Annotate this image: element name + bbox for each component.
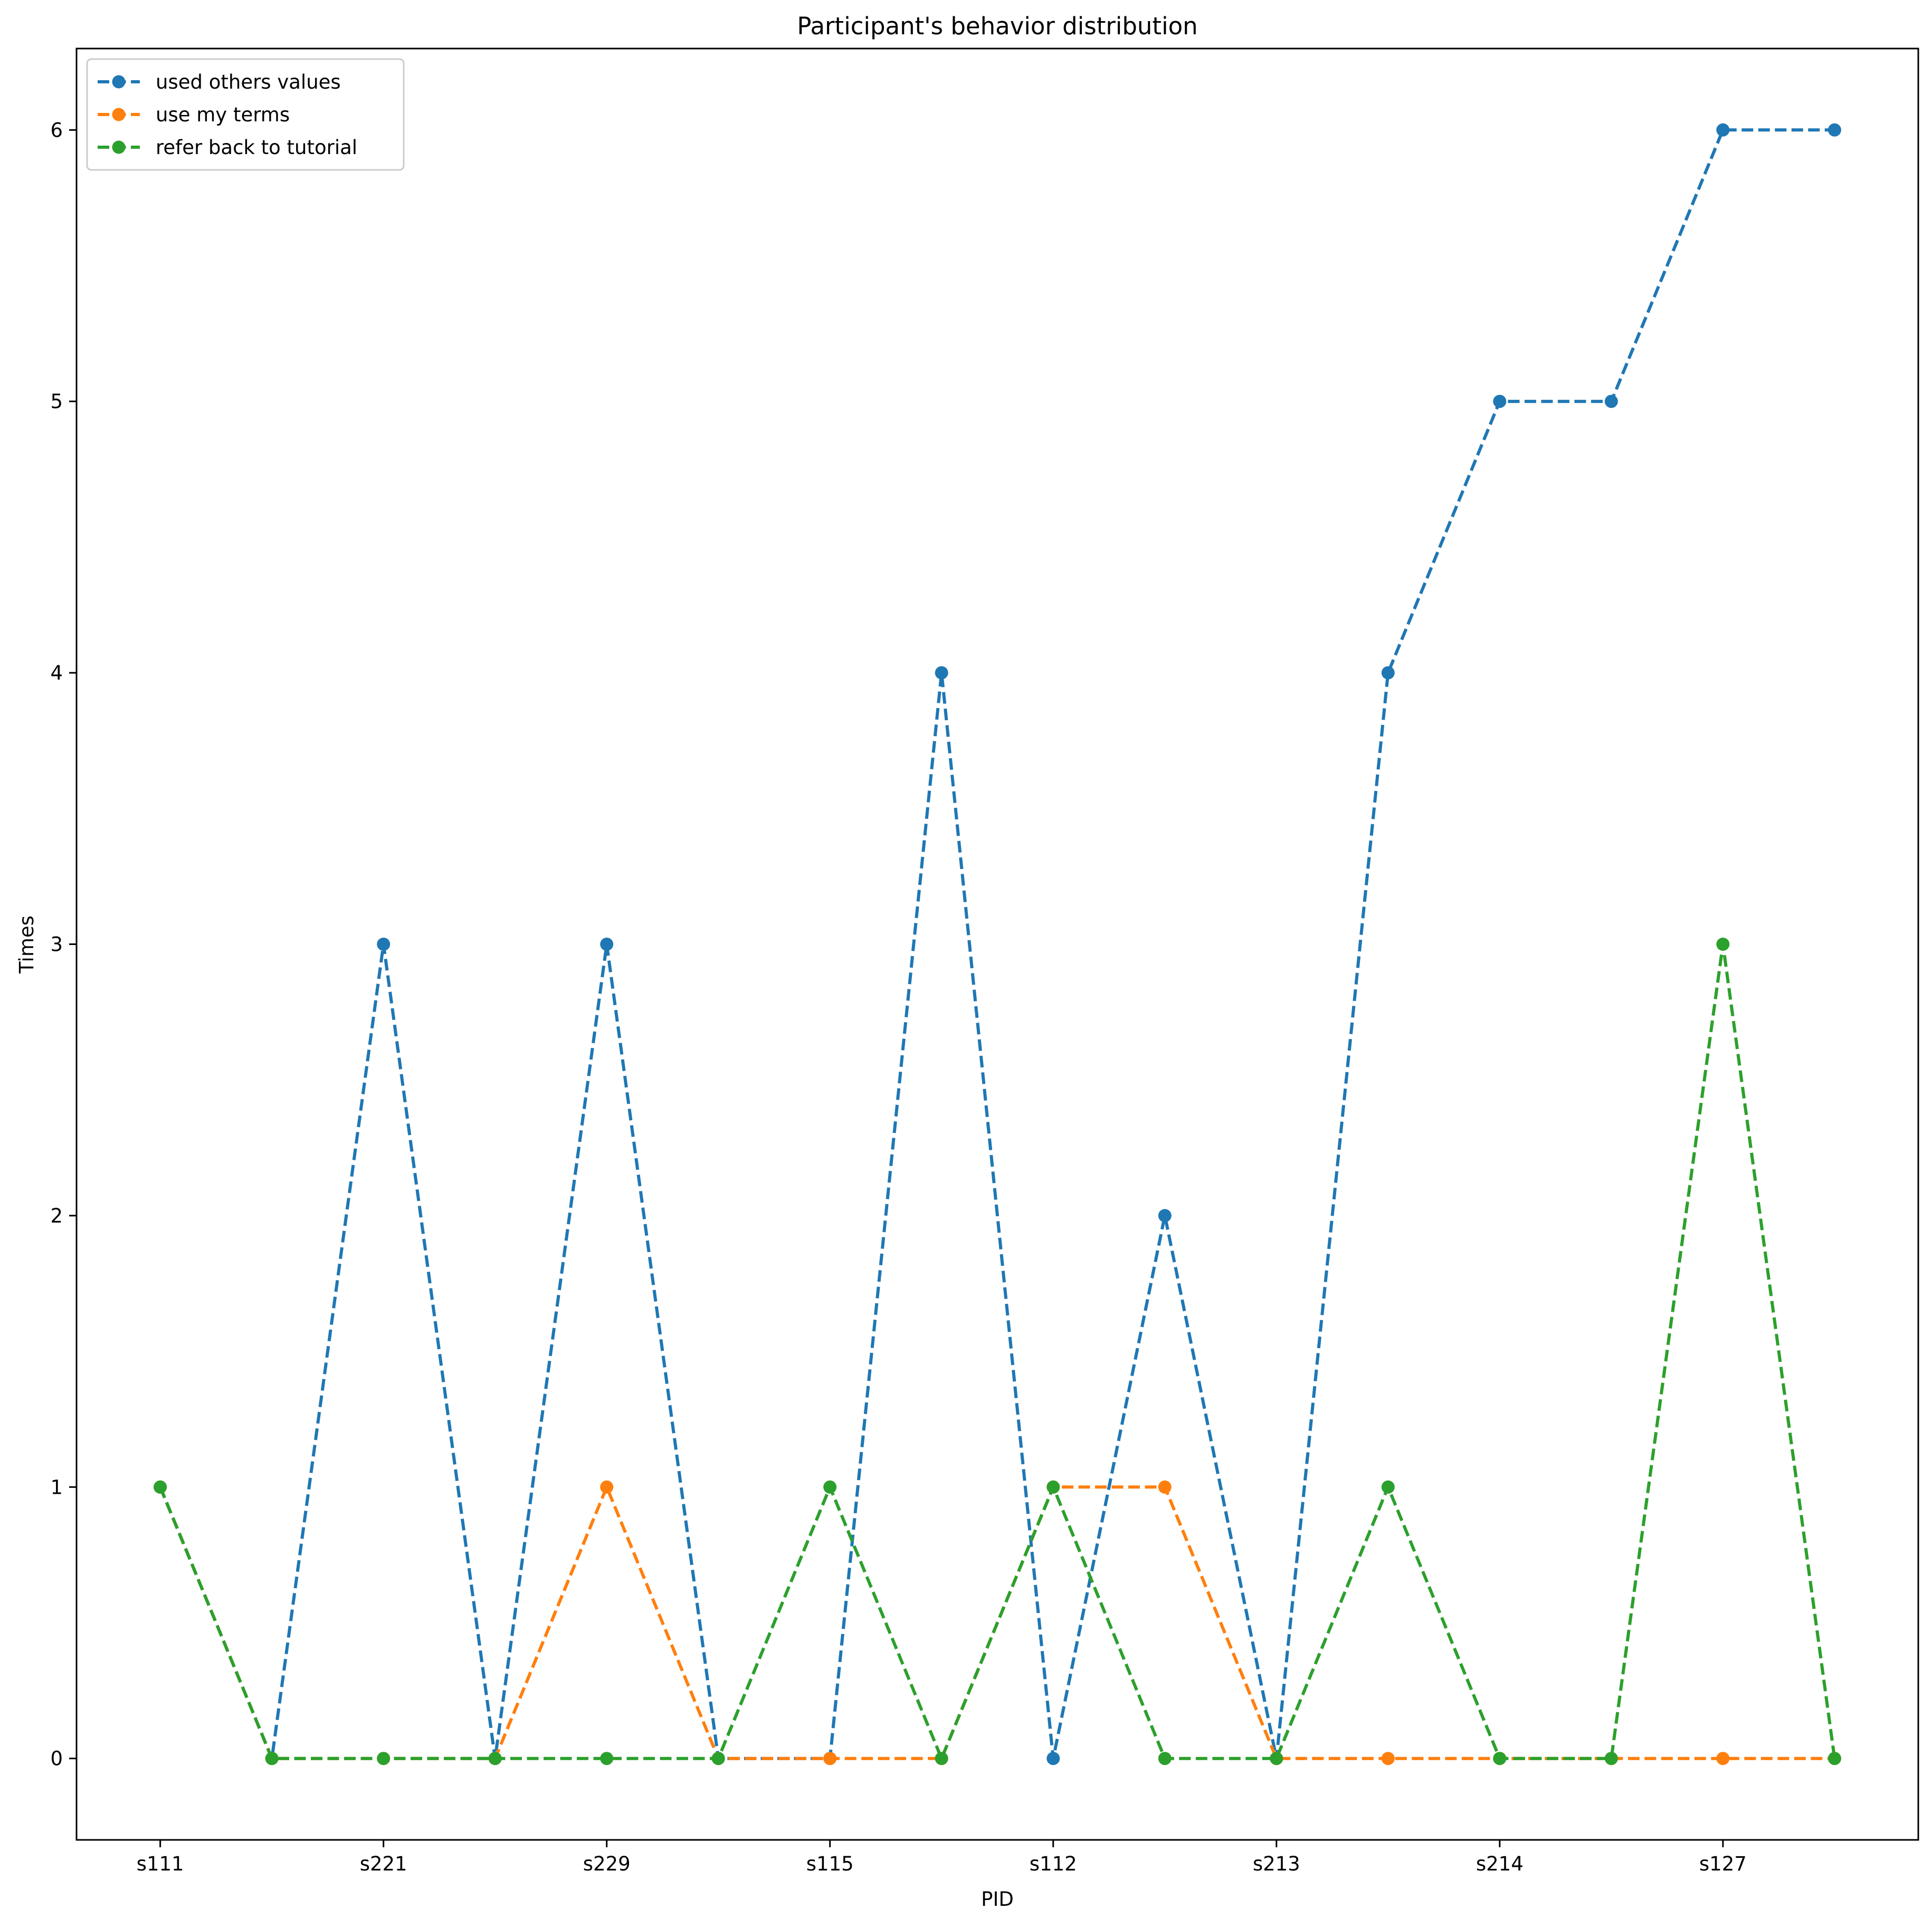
legend-marker-1 [112,108,126,121]
legend-label-1: use my terms [156,103,290,126]
legend: used others values use my terms refer back… [86,58,405,171]
legend-label-0: used others values [156,71,341,93]
data-point-2-4 [600,1752,614,1765]
data-point-2-3 [488,1752,502,1765]
data-point-2-12 [1493,1752,1507,1765]
data-point-0-14 [1716,123,1730,137]
data-point-2-6 [823,1480,837,1494]
y-tick-label: 4 [50,662,63,684]
y-tick-label: 6 [50,119,63,141]
x-tick-label: s214 [1476,1853,1524,1875]
data-point-2-10 [1270,1752,1283,1765]
data-point-1-6 [823,1752,837,1765]
data-point-0-9 [1158,1209,1172,1223]
data-point-2-15 [1828,1752,1841,1765]
axes: s111 s221 s229 s115 s112 s213 s214 s127 0 1 2 3 4 5 6 [50,47,1919,1875]
y-tick-label: 5 [50,390,63,413]
data-point-2-2 [377,1752,391,1765]
data-point-0-11 [1381,666,1395,680]
x-tick-label: s111 [137,1853,184,1875]
data-point-2-14 [1716,938,1730,951]
data-point-0-15 [1828,123,1841,137]
data-point-1-11 [1381,1752,1395,1765]
x-tick-label: s213 [1253,1853,1300,1875]
series-line-2 [158,944,1836,1763]
legend-marker-2 [112,140,126,154]
data-point-0-7 [935,666,948,680]
legend-marker-0 [112,75,126,89]
plot-area [154,123,1841,1765]
data-point-0-12 [1493,395,1507,408]
data-point-2-9 [1158,1752,1172,1765]
data-point-1-4 [600,1480,614,1494]
data-point-2-13 [1604,1752,1618,1765]
data-point-0-13 [1604,395,1618,408]
data-point-0-8 [1046,1752,1060,1765]
x-tick-label: s127 [1699,1853,1747,1875]
data-point-2-11 [1381,1480,1395,1494]
y-tick-label: 0 [50,1748,63,1770]
data-point-0-4 [600,938,614,951]
legend-box [86,58,405,171]
y-tick-label: 1 [50,1476,63,1499]
y-axis-title: Times [15,915,38,974]
y-tick-label: 2 [50,1205,63,1227]
y-tick-label: 3 [50,933,63,956]
x-tick-label: s221 [360,1853,407,1875]
data-point-2-7 [935,1752,948,1765]
data-point-2-5 [711,1752,725,1765]
data-point-2-1 [265,1752,279,1765]
x-axis-title: PID [981,1888,1014,1911]
x-tick-label: s115 [806,1853,854,1875]
x-tick-label: s112 [1030,1853,1077,1875]
legend-label-2: refer back to tutorial [156,136,357,159]
data-point-2-8 [1046,1480,1060,1494]
data-point-1-9 [1158,1480,1172,1494]
series-line-0 [158,128,1835,1765]
data-point-1-14 [1716,1752,1730,1765]
x-tick-label: s229 [583,1853,631,1875]
data-point-0-2 [377,938,391,951]
chart-title: Participant's behavior distribution [797,12,1197,40]
data-point-2-0 [154,1480,167,1494]
